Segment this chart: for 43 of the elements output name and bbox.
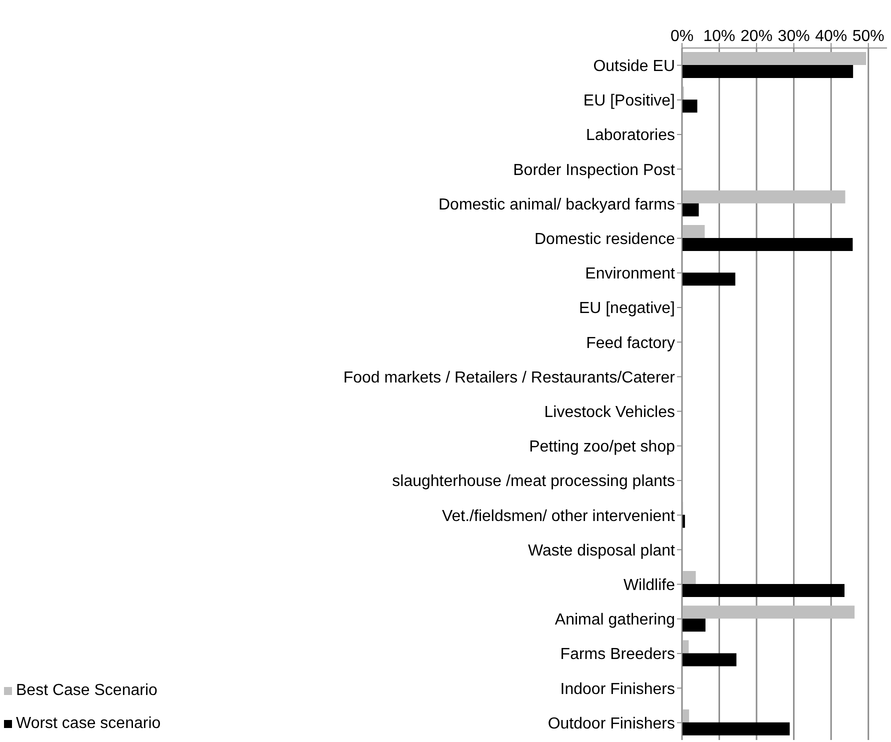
bar bbox=[682, 203, 699, 216]
y-tick-label: Vet./fieldsmen/ other intervenient bbox=[442, 508, 676, 525]
y-tick-label: Wildlife bbox=[623, 576, 676, 594]
bar bbox=[682, 225, 705, 238]
y-tick-label: Outside EU bbox=[593, 58, 675, 75]
x-tick-label: 50% bbox=[852, 28, 884, 45]
bar bbox=[682, 100, 698, 113]
y-tick-label: Indoor Finishers bbox=[560, 680, 675, 698]
y-tick-label: slaughterhouse /meat processing plants bbox=[392, 473, 675, 490]
y-tick-label: Feed factory bbox=[586, 334, 675, 352]
y-tick-label: Waste disposal plant bbox=[528, 542, 676, 560]
y-tick-label: EU [Positive] bbox=[583, 92, 675, 110]
bar bbox=[682, 238, 853, 251]
bar bbox=[682, 52, 866, 65]
x-tick-label: 40% bbox=[815, 28, 848, 45]
legend-label: Best Case Scenario bbox=[16, 681, 158, 701]
bar bbox=[682, 618, 706, 632]
bar bbox=[682, 722, 790, 736]
y-tick-label: Animal gathering bbox=[554, 612, 675, 629]
bar bbox=[682, 190, 846, 204]
x-tick-label: 0% bbox=[670, 28, 694, 45]
y-tick-label: Livestock Vehicles bbox=[544, 404, 675, 421]
bar bbox=[682, 65, 854, 78]
y-tick-label: Food markets / Retailers / Restaurants/Caterer bbox=[343, 369, 676, 386]
legend-label: Worst case scenario bbox=[16, 714, 161, 734]
x-tick-label: 10% bbox=[703, 28, 736, 45]
y-tick-label: Farms Breeders bbox=[560, 646, 675, 664]
y-tick-label: Laboratories bbox=[586, 127, 675, 144]
bar bbox=[682, 653, 736, 666]
y-tick-label: EU [negative] bbox=[578, 300, 675, 318]
bar bbox=[682, 584, 845, 597]
y-tick-label: Border Inspection Post bbox=[513, 162, 676, 179]
bar bbox=[682, 272, 736, 286]
y-tick-label: Environment bbox=[585, 266, 676, 283]
x-tick-label: 30% bbox=[778, 28, 810, 45]
bar bbox=[682, 571, 696, 584]
y-tick-label: Domestic residence bbox=[534, 230, 676, 248]
y-tick-label: Petting zoo/pet shop bbox=[529, 438, 676, 456]
y-tick-label: Domestic animal/ backyard farms bbox=[438, 196, 675, 214]
bar bbox=[682, 709, 690, 722]
y-tick-label: Outdoor Finishers bbox=[548, 715, 675, 732]
bar bbox=[682, 606, 855, 619]
x-tick-label: 20% bbox=[740, 28, 773, 45]
